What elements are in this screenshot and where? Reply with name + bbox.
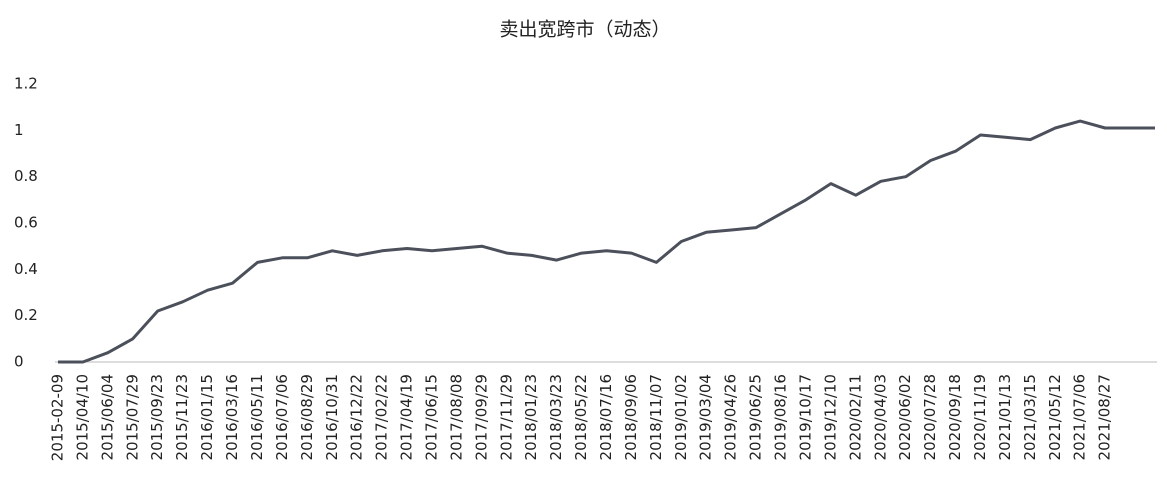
x-tick-label: 2019/04/26 — [722, 374, 740, 460]
x-tick-label: 2016/05/11 — [248, 374, 266, 460]
y-tick-label: 0 — [14, 353, 24, 371]
x-tick-label: 2020/02/11 — [846, 374, 864, 460]
x-tick-label: 2019/06/25 — [747, 374, 765, 460]
x-tick-label: 2018/11/07 — [647, 374, 665, 460]
y-tick-label: 0.8 — [14, 167, 38, 185]
x-tick-label: 2018/09/06 — [622, 374, 640, 460]
y-tick-label: 0.2 — [14, 306, 38, 324]
x-tick-label: 2020/11/19 — [971, 374, 989, 460]
x-tick-label: 2019/01/02 — [672, 374, 690, 460]
x-tick-label: 2017/09/29 — [472, 374, 490, 460]
chart-title: 卖出宽跨市（动态） — [499, 19, 670, 41]
x-tick-label: 2021/03/15 — [1021, 374, 1039, 460]
y-tick-label: 0.6 — [14, 214, 38, 232]
x-tick-label: 2019/08/16 — [772, 374, 790, 460]
x-tick-label: 2020/04/03 — [871, 374, 889, 460]
x-tick-label: 2016/07/06 — [273, 374, 291, 460]
x-tick-label: 2015/07/29 — [123, 374, 141, 460]
x-tick-label: 2018/01/23 — [522, 374, 540, 460]
x-tick-label: 2017/06/15 — [422, 374, 440, 460]
x-tick-label: 2015/04/10 — [73, 374, 91, 460]
x-tick-label: 2021/08/27 — [1096, 374, 1114, 460]
y-tick-label: 1.2 — [14, 75, 38, 93]
y-tick-label: 0.4 — [14, 260, 38, 278]
x-tick-label: 2015/09/23 — [148, 374, 166, 460]
y-tick-label: 1 — [14, 121, 24, 139]
x-tick-label: 2018/05/22 — [572, 374, 590, 460]
x-tick-label: 2019/12/10 — [821, 374, 839, 460]
x-tick-label: 2020/07/28 — [921, 374, 939, 460]
x-tick-label: 2021/01/13 — [996, 374, 1014, 460]
x-tick-label: 2016/01/15 — [198, 374, 216, 460]
x-tick-label: 2016/12/22 — [348, 374, 366, 460]
x-tick-label: 2021/05/12 — [1046, 374, 1064, 460]
x-tick-label: 2018/03/23 — [547, 374, 565, 460]
x-tick-label: 2017/02/22 — [373, 374, 391, 460]
x-tick-label: 2016/08/29 — [298, 374, 316, 460]
x-tick-label: 2016/10/31 — [323, 374, 341, 460]
x-tick-label: 2015-02-09 — [49, 374, 67, 461]
x-tick-label: 2015/06/04 — [98, 374, 116, 460]
x-tick-label: 2018/07/16 — [597, 374, 615, 460]
line — [58, 119, 1155, 364]
x-tick-label: 2020/09/18 — [946, 374, 964, 460]
x-tick-label: 2017/08/08 — [447, 374, 465, 460]
x-tick-label: 2015/11/23 — [173, 374, 191, 460]
x-tick-label: 2019/03/04 — [697, 374, 715, 460]
x-tick-label: 2017/04/19 — [398, 374, 416, 460]
x-tick-label: 2020/06/02 — [896, 374, 914, 460]
x-tick-label: 2016/03/16 — [223, 374, 241, 460]
x-tick-label: 2021/07/06 — [1071, 374, 1089, 460]
x-tick-label: 2019/10/17 — [796, 374, 814, 460]
x-tick-label: 2017/11/29 — [497, 374, 515, 460]
